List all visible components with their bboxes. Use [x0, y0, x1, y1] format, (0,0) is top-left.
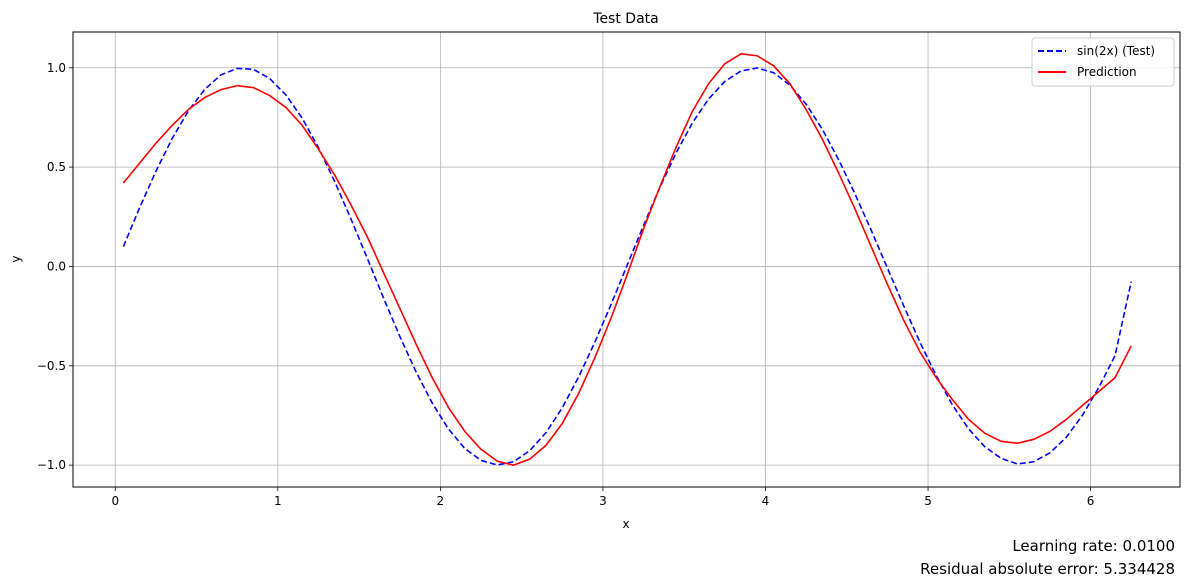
- y-tick-label: 1.0: [47, 61, 66, 75]
- residual-error-text: Residual absolute error: 5.334428: [920, 560, 1175, 578]
- series-line-test: [122, 67, 1133, 466]
- learning-rate-text: Learning rate: 0.0100: [1012, 537, 1175, 555]
- series-line-prediction: [122, 53, 1132, 466]
- legend: sin(2x) (Test) Prediction: [1031, 37, 1175, 87]
- grid-lines: [73, 32, 1180, 487]
- x-tick-label: 2: [437, 494, 445, 508]
- series-layer: [122, 53, 1133, 466]
- x-tick-label: 4: [762, 494, 770, 508]
- axis-ticks: 0 1 2 3 4 5 6 −1.0 −0.5 0.0 0.5 1.0: [37, 61, 1095, 508]
- x-axis-label: x: [622, 517, 629, 531]
- chart-title: Test Data: [592, 11, 658, 27]
- plot-area-frame: [72, 31, 1181, 488]
- y-tick-label: −0.5: [37, 359, 66, 373]
- x-tick-label: 1: [274, 494, 282, 508]
- legend-box: [1031, 37, 1175, 87]
- y-tick-label: −1.0: [37, 458, 66, 472]
- legend-label-prediction: Prediction: [1077, 65, 1137, 79]
- y-tick-label: 0.0: [47, 259, 66, 273]
- x-tick-label: 3: [599, 494, 607, 508]
- y-axis-label: y: [9, 255, 23, 262]
- x-tick-label: 5: [924, 494, 932, 508]
- x-tick-label: 0: [111, 494, 119, 508]
- y-tick-label: 0.5: [47, 160, 66, 174]
- x-tick-label: 6: [1087, 494, 1095, 508]
- legend-label-test: sin(2x) (Test): [1077, 44, 1155, 58]
